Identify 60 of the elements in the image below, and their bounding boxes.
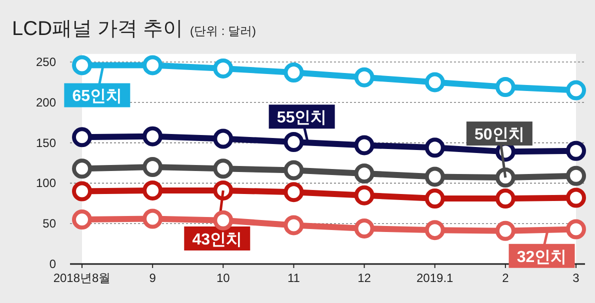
point [142, 157, 163, 178]
point [354, 135, 374, 156]
x-tick-label: 2018년8월 [53, 271, 111, 285]
point [72, 158, 92, 179]
point [213, 128, 234, 149]
point [213, 180, 234, 200]
y-tick-label: 100 [36, 176, 56, 190]
point [284, 132, 304, 152]
y-tick-label: 200 [36, 95, 56, 110]
point [495, 168, 516, 188]
series-label: 50인치 [474, 126, 524, 144]
point [72, 181, 92, 202]
point [566, 219, 586, 240]
point [495, 77, 516, 98]
chart-title: LCD패널 가격 추이 [12, 18, 184, 40]
point [213, 210, 234, 230]
y-tick-label: 0 [49, 257, 56, 271]
point [72, 127, 92, 148]
point [284, 215, 304, 236]
x-tick-label: 11 [287, 271, 300, 285]
point [566, 188, 586, 208]
series-label: 65인치 [72, 88, 122, 106]
x-tick-label: 10 [216, 271, 230, 285]
x-tick-label: 2 [502, 271, 510, 285]
point [142, 126, 163, 146]
point [354, 185, 374, 206]
x-tick-label: 3 [572, 271, 580, 285]
point [566, 140, 586, 161]
x-tick-label: 12 [358, 271, 372, 285]
x-tick-label: 2019.1 [416, 271, 454, 285]
point [142, 180, 163, 200]
point [495, 188, 516, 209]
point [284, 62, 304, 83]
point [213, 58, 234, 78]
point [142, 208, 163, 229]
point [424, 188, 445, 209]
point [424, 72, 445, 92]
point [72, 210, 92, 230]
text: 43인치 [192, 231, 242, 248]
point [142, 55, 163, 76]
point [213, 158, 234, 179]
point [284, 182, 304, 202]
point [72, 55, 92, 76]
point [566, 166, 586, 186]
point [354, 67, 374, 88]
y-tick-label: 150 [36, 136, 56, 150]
point [284, 160, 304, 180]
x-tick-label: 9 [149, 271, 156, 285]
y-tick-label: 250 [36, 55, 56, 69]
chart-subtitle: (단위 : 달러) [190, 24, 256, 38]
point [495, 220, 516, 241]
series-label: 32인치 [516, 248, 567, 266]
point [424, 166, 445, 187]
point [424, 138, 445, 158]
series-label: 55인치 [276, 110, 327, 127]
y-tick-label: 50 [42, 216, 56, 231]
point [566, 80, 586, 100]
point [354, 164, 374, 184]
point [424, 220, 445, 240]
point [354, 218, 374, 238]
